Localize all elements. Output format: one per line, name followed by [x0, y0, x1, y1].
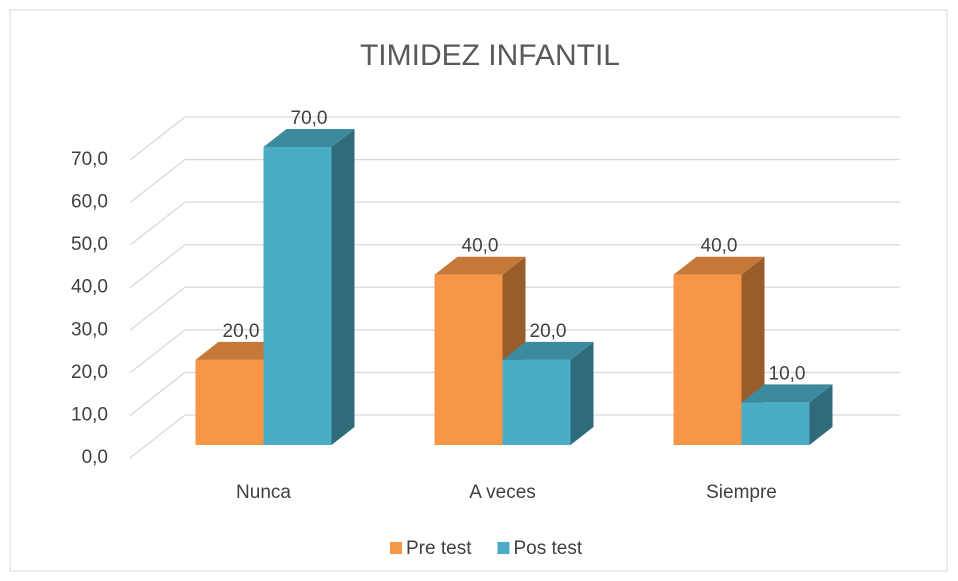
bar-top: [673, 256, 765, 275]
y-tick-label: 70,0: [71, 149, 108, 170]
bar-top: [263, 129, 355, 147]
grid-line: [129, 329, 900, 374]
y-tick-label: 20,0: [71, 362, 108, 383]
y-tick-label: 60,0: [71, 192, 108, 213]
bar: [673, 274, 742, 445]
bar-top: [741, 384, 833, 403]
grid-line: [129, 371, 900, 416]
bar: [263, 147, 332, 445]
grid-line: [129, 201, 900, 246]
y-tick-label: 30,0: [71, 319, 108, 340]
x-tick-label: A veces: [469, 482, 536, 503]
bar: [502, 359, 571, 445]
chart-title: TIMIDEZ INFANTIL: [360, 39, 620, 72]
legend-label: Pos test: [513, 538, 582, 559]
data-label: 20,0: [223, 321, 260, 342]
bar: [195, 359, 264, 445]
x-tick-label: Siempre: [706, 482, 777, 503]
data-label: 40,0: [701, 236, 738, 257]
legend-swatch: [497, 542, 510, 554]
bar-top: [434, 256, 526, 275]
grid-line: [129, 116, 900, 161]
legend-swatch: [390, 542, 402, 554]
y-tick-label: 50,0: [71, 234, 108, 255]
bar: [741, 402, 810, 445]
grid-line: [129, 414, 900, 459]
bar: [434, 274, 503, 445]
x-tick-label: Nunca: [236, 482, 291, 503]
data-label: 70,0: [291, 108, 328, 129]
data-label: 10,0: [769, 363, 806, 384]
bar-side: [331, 129, 355, 445]
y-tick-label: 0,0: [82, 447, 108, 468]
grid-line: [129, 158, 900, 204]
data-label: 20,0: [530, 321, 567, 342]
data-label: 40,0: [462, 236, 499, 257]
bar-side: [809, 384, 833, 445]
grid-line: [129, 286, 900, 331]
grid-line: [129, 244, 900, 289]
y-tick-label: 10,0: [71, 404, 108, 425]
bar-side: [570, 341, 594, 445]
y-tick-label: 40,0: [71, 277, 108, 298]
bar-top: [502, 341, 594, 360]
legend-label: Pre test: [406, 538, 472, 559]
